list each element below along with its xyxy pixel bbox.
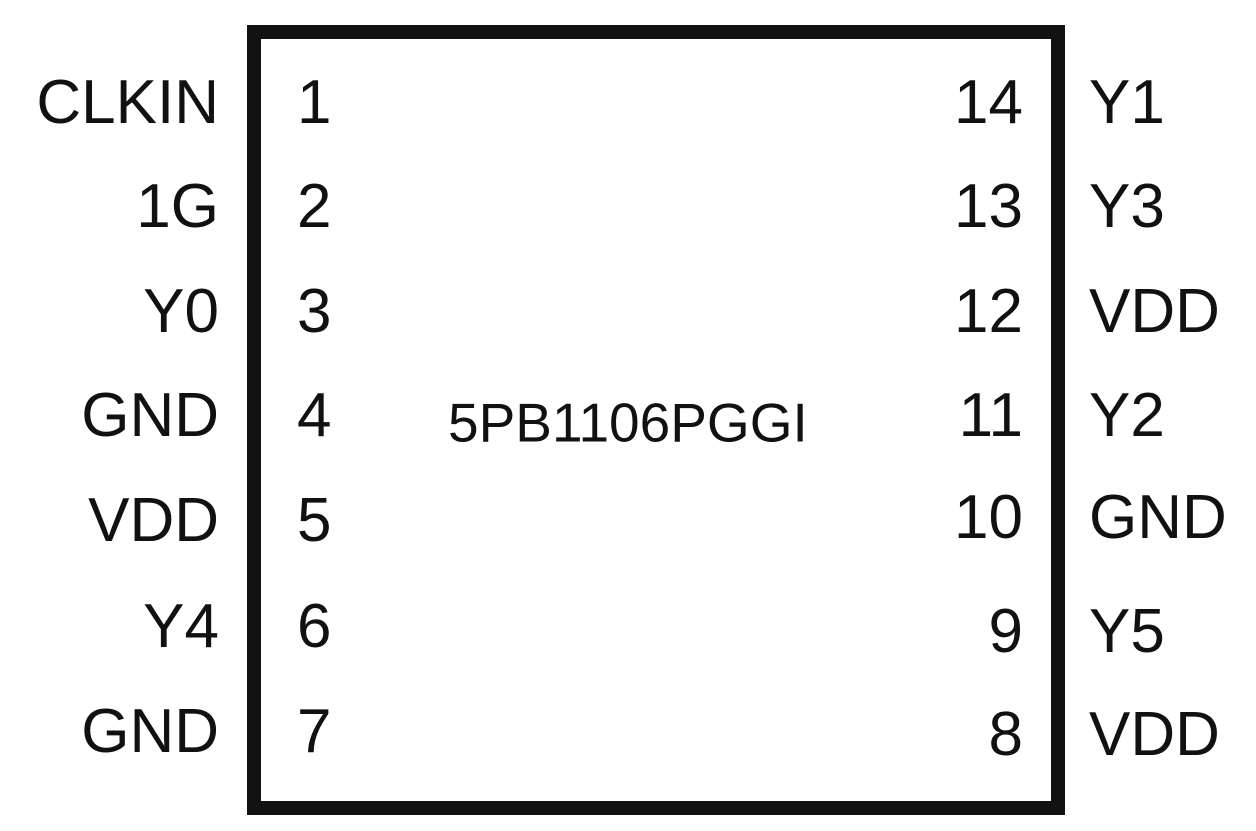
part-number-label: 5PB1106PGGI [448, 391, 808, 454]
pin-number-label: 2 [297, 172, 332, 241]
pin-name-label: Y5 [1089, 597, 1165, 666]
pin-number-label: 6 [297, 592, 332, 661]
pin-name-label: GND [1089, 483, 1227, 552]
pin-number-label: 13 [954, 172, 1023, 241]
pin-name-label: GND [81, 381, 219, 450]
pin-number-label: 9 [988, 597, 1023, 666]
pin-number-label: 11 [958, 381, 1023, 450]
chip-package-outline [247, 25, 1065, 815]
pin-number-label: 7 [297, 697, 332, 766]
pin-number-label: 5 [297, 486, 332, 555]
pin-name-label: Y4 [143, 592, 219, 661]
pin-number-label: 14 [954, 68, 1023, 137]
pin-name-label: Y3 [1089, 172, 1165, 241]
pin-name-label: VDD [1089, 277, 1220, 346]
pin-name-label: Y0 [143, 277, 219, 346]
pin-number-label: 8 [988, 700, 1023, 769]
pin-number-label: 1 [297, 68, 332, 137]
pin-name-label: CLKIN [36, 68, 219, 137]
pin-name-label: VDD [88, 486, 219, 555]
pin-name-label: Y1 [1089, 68, 1165, 137]
pin-name-label: 1G [136, 172, 219, 241]
pin-number-label: 10 [954, 483, 1023, 552]
pin-name-label: Y2 [1089, 381, 1165, 450]
pin-name-label: GND [81, 697, 219, 766]
pin-number-label: 3 [297, 277, 332, 346]
pin-number-label: 4 [297, 381, 332, 450]
pin-name-label: VDD [1089, 700, 1220, 769]
pin-number-label: 12 [954, 277, 1023, 346]
